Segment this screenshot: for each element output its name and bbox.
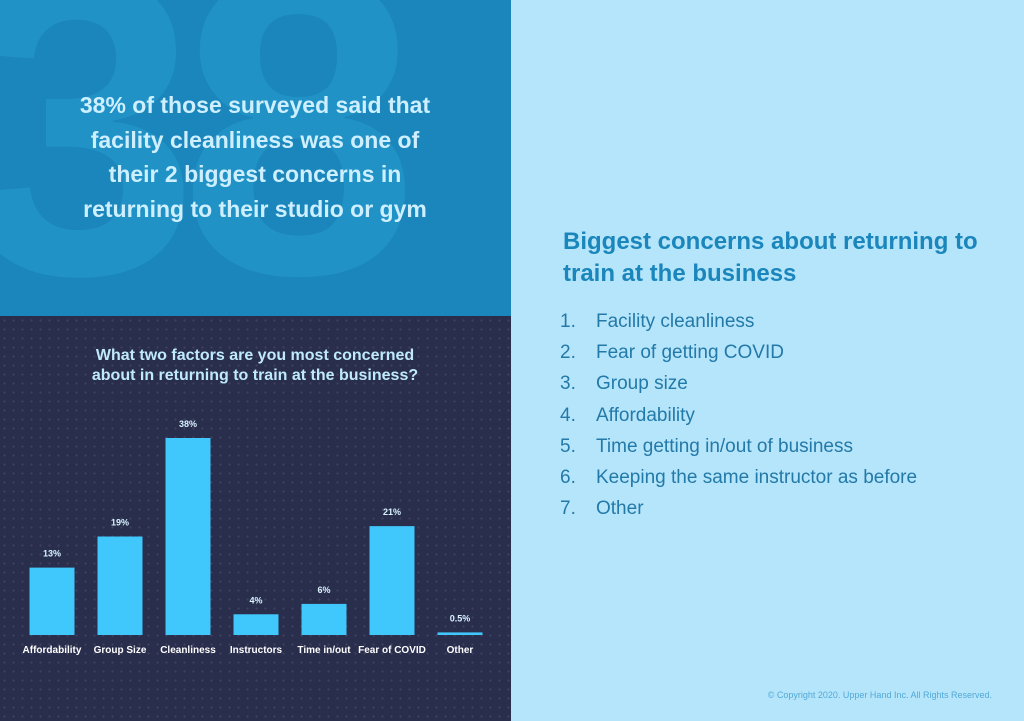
concern-item: 6. Keeping the same instructor as before: [560, 462, 917, 493]
concern-item: 1. Facility cleanliness: [560, 306, 917, 337]
concern-number: 5.: [560, 435, 576, 457]
concern-number: 1.: [560, 311, 576, 332]
chart-title-line2: about in returning to train at the busin…: [91, 367, 419, 384]
concern-number: 2.: [560, 342, 576, 364]
bar-instructors: [233, 614, 279, 635]
concern-item: 7. Other: [560, 493, 917, 524]
data-label: 21%: [383, 507, 401, 517]
concern-number: 7.: [560, 498, 576, 520]
bar-affordability: [29, 567, 75, 635]
concern-label: Fear of getting COVID: [596, 342, 784, 364]
bar-time-in-out: [301, 603, 347, 635]
category-label: Instructors: [230, 645, 283, 656]
category-label: Cleanliness: [160, 645, 216, 656]
background-number: 38: [0, 0, 418, 316]
bar-fear-of-covid: [369, 526, 415, 635]
data-label: 13%: [43, 549, 61, 559]
info-panel: Biggest concerns about returning to trai…: [511, 0, 1024, 721]
category-label: Fear of COVID: [358, 645, 426, 656]
concern-label: Other: [596, 498, 644, 520]
concern-label: Keeping the same instructor as before: [596, 467, 918, 489]
concern-number: 4.: [560, 404, 576, 426]
concern-item: 4. Affordability: [560, 400, 917, 431]
bar-group-size: [97, 536, 143, 635]
chart-title-line1: What two factors are you most concerned: [95, 347, 415, 364]
data-label: 4%: [249, 595, 262, 605]
bar-other: [437, 632, 483, 635]
chart-panel: What two factors are you most concerned …: [0, 316, 511, 721]
concern-item: 3. Group size: [560, 368, 917, 399]
concern-item: 2. Fear of getting COVID: [560, 337, 917, 368]
data-label: 0.5%: [450, 613, 471, 623]
data-label: 38%: [179, 419, 197, 429]
data-label: 19%: [111, 518, 129, 528]
concern-label: Affordability: [596, 404, 695, 426]
chart-title: What two factors are you most concerned …: [30, 346, 480, 386]
bar-chart: 13% Affordability 19% Group Size 38% Cleanlin…: [23, 419, 483, 656]
category-label: Other: [447, 645, 474, 656]
copyright-text: © Copyright 2020. Upper Hand Inc. All Ri…: [767, 690, 992, 700]
bar-cleanliness: [165, 438, 211, 635]
concern-label: Facility cleanliness: [596, 311, 755, 332]
concern-label: Group size: [596, 373, 688, 395]
concern-label: Time getting in/out of business: [596, 435, 853, 457]
data-label: 6%: [317, 585, 330, 595]
concern-number: 3.: [560, 373, 576, 395]
category-label: Group Size: [94, 645, 147, 656]
concern-item: 5. Time getting in/out of business: [560, 431, 917, 462]
info-heading: Biggest concerns about returning to trai…: [563, 228, 978, 287]
stat-headline: 38% of those surveyed said that facility…: [79, 92, 431, 222]
concern-list: 1. Facility cleanliness 2. Fear of getting…: [560, 306, 917, 524]
concern-number: 6.: [560, 467, 576, 489]
category-label: Time in/out: [297, 645, 351, 656]
category-label: Affordability: [23, 645, 82, 656]
stat-panel: 38 38% of those surveyed said that facil…: [0, 0, 511, 316]
